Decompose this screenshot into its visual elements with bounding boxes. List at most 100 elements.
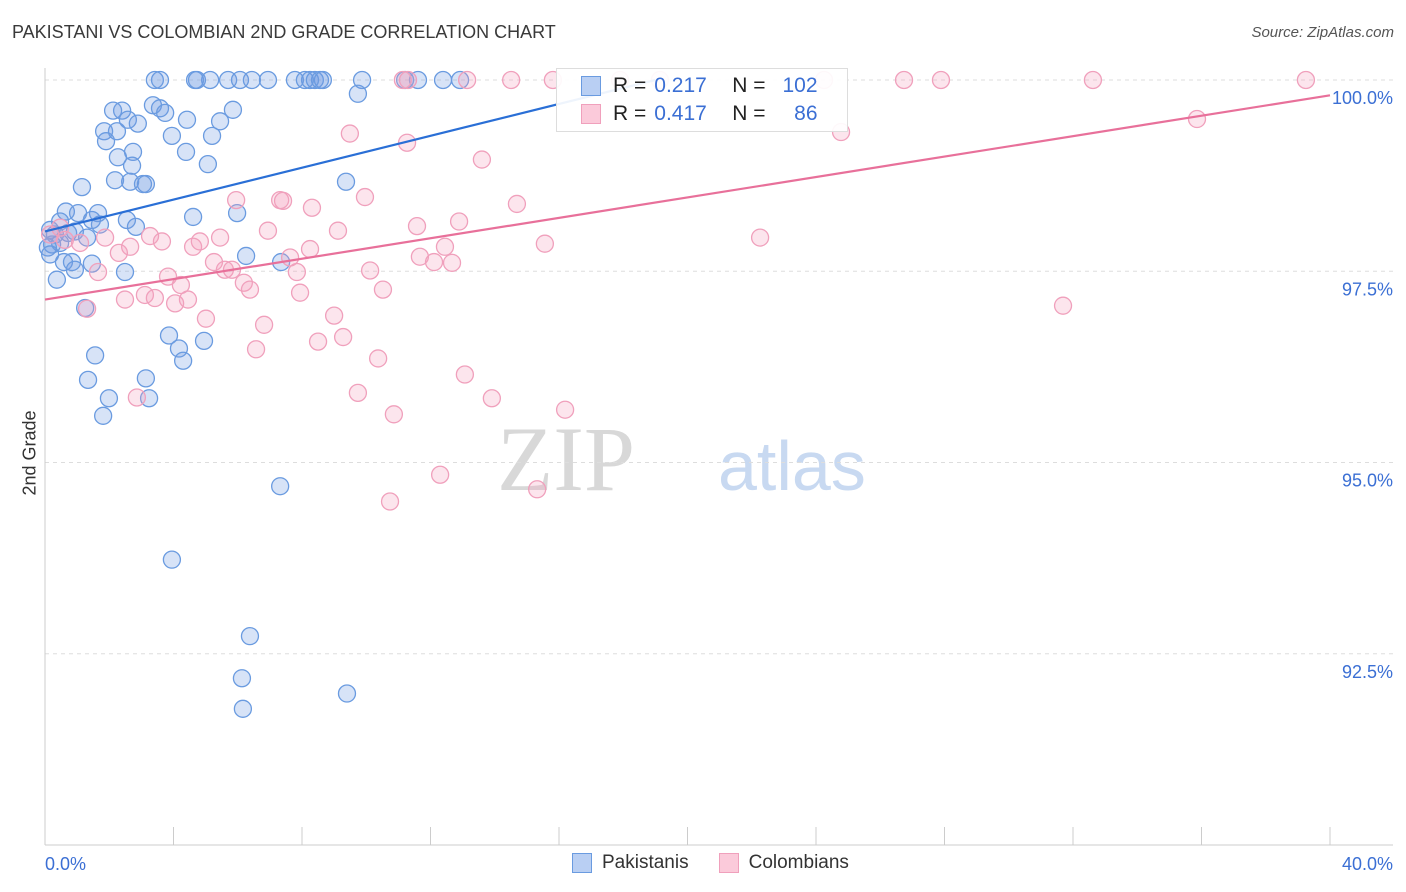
- colombians-point: [348, 383, 368, 403]
- pakistanis-point: [313, 70, 333, 90]
- pakistanis-point: [258, 70, 278, 90]
- legend-item-colombians[interactable]: Colombians: [718, 852, 849, 874]
- pakistanis-point: [173, 351, 193, 370]
- source-label: Source: ZipAtlas.com: [1251, 24, 1394, 41]
- colombians-point: [140, 226, 160, 246]
- pakistanis-point: [72, 177, 92, 197]
- pakistanis-point: [136, 369, 156, 388]
- legend-row-pakistanis: R = 0.217 N = 102: [581, 73, 818, 99]
- pakistanis-point: [112, 101, 132, 120]
- pakistanis-point: [200, 70, 220, 90]
- pakistanis-point: [233, 699, 253, 718]
- colombians-point: [482, 389, 502, 408]
- pakistanis-point: [408, 70, 428, 90]
- pakistanis-point: [450, 70, 470, 90]
- pakistanis-point: [105, 171, 125, 190]
- pakistanis-point: [433, 70, 453, 90]
- colombians-point: [507, 194, 527, 214]
- n-label: N =: [732, 74, 766, 97]
- pakistanis-point: [210, 112, 230, 131]
- colombians-point: [528, 480, 547, 499]
- r-value: 0.217: [654, 74, 707, 97]
- colombians-point: [135, 285, 155, 305]
- pakistanis-point: [85, 346, 105, 365]
- pakistanis-point: [177, 110, 197, 129]
- pakistanis-label: Pakistanis: [602, 852, 689, 873]
- pakistanis-swatch: [572, 853, 592, 873]
- y-tick-label: 95.0%: [1342, 471, 1393, 491]
- pakistanis-point: [271, 477, 290, 496]
- pakistanis-point: [242, 70, 262, 90]
- pakistanis-point: [162, 550, 182, 569]
- colombians-point: [254, 315, 274, 334]
- legend-item-pakistanis[interactable]: Pakistanis: [572, 852, 689, 874]
- colombians-point: [190, 232, 209, 251]
- r-label: R =: [613, 74, 647, 97]
- pakistanis-point: [162, 126, 182, 145]
- y-tick-label: 100.0%: [1332, 88, 1393, 108]
- r-label: R =: [613, 102, 647, 125]
- legend: R = 0.217 N = 102 R = 0.417 N = 86: [556, 68, 848, 132]
- y-tick-label: 92.5%: [1342, 662, 1393, 682]
- n-label: N =: [732, 102, 766, 125]
- colombians-point: [196, 309, 216, 328]
- pakistanis-point: [285, 70, 305, 90]
- colombians-swatch: [718, 853, 739, 873]
- colombians-point: [273, 191, 293, 211]
- pakistanis-point: [96, 132, 116, 151]
- colombians-trend-line: [44, 94, 1331, 301]
- colombians-point: [931, 70, 951, 90]
- colombians-point: [246, 340, 266, 359]
- pakistanis-point: [300, 70, 320, 90]
- colombians-point: [535, 234, 555, 253]
- pakistanis-point: [47, 270, 67, 289]
- colombians-point: [171, 275, 191, 295]
- colombians-point: [1053, 296, 1073, 315]
- colombians-point: [226, 190, 246, 210]
- colombians-point: [302, 198, 322, 217]
- x-tick-label: 0.0%: [45, 854, 86, 874]
- n-value: 102: [782, 74, 818, 97]
- pakistanis-point: [128, 114, 147, 133]
- colombians-point: [165, 294, 185, 313]
- watermark-zip: ZIP: [497, 408, 635, 510]
- colombians-point: [328, 221, 348, 240]
- colombians-point: [109, 243, 129, 263]
- pakistanis-point: [155, 103, 175, 123]
- pakistanis-point: [337, 684, 357, 703]
- colombians-point: [1296, 70, 1316, 90]
- colombians-point: [355, 187, 375, 207]
- colombians-point: [300, 239, 320, 259]
- colombians-point: [407, 216, 427, 236]
- pakistanis-point: [145, 70, 165, 90]
- colombians-point: [373, 280, 393, 299]
- pakistanis-point: [118, 110, 138, 129]
- colombians-point: [430, 465, 450, 484]
- pakistanis-point: [240, 627, 260, 646]
- pakistanis-point: [183, 207, 203, 227]
- colombians-point: [501, 70, 521, 90]
- colombians-point: [380, 492, 400, 511]
- pakistanis-point: [352, 70, 372, 90]
- colombians-point: [410, 247, 430, 266]
- colombians-point: [368, 349, 388, 368]
- colombians-point: [393, 70, 413, 90]
- colombians-point: [70, 233, 90, 253]
- r-value: 0.417: [654, 102, 707, 125]
- colombians-point: [449, 212, 469, 231]
- n-value: 86: [794, 102, 818, 125]
- colombians-point: [258, 221, 278, 240]
- pakistanis-point: [93, 406, 113, 425]
- colombians-point: [240, 280, 260, 299]
- colombians-point: [360, 261, 380, 280]
- colombians-point: [210, 228, 230, 247]
- pakistanis-point: [202, 126, 222, 145]
- legend-row-colombians: R = 0.417 N = 86: [581, 101, 818, 127]
- colombians-point: [324, 306, 344, 325]
- colombians-point: [77, 299, 97, 318]
- legend-swatch-pink: [581, 104, 601, 124]
- colombians-point: [115, 290, 135, 309]
- colombians-point: [894, 70, 914, 90]
